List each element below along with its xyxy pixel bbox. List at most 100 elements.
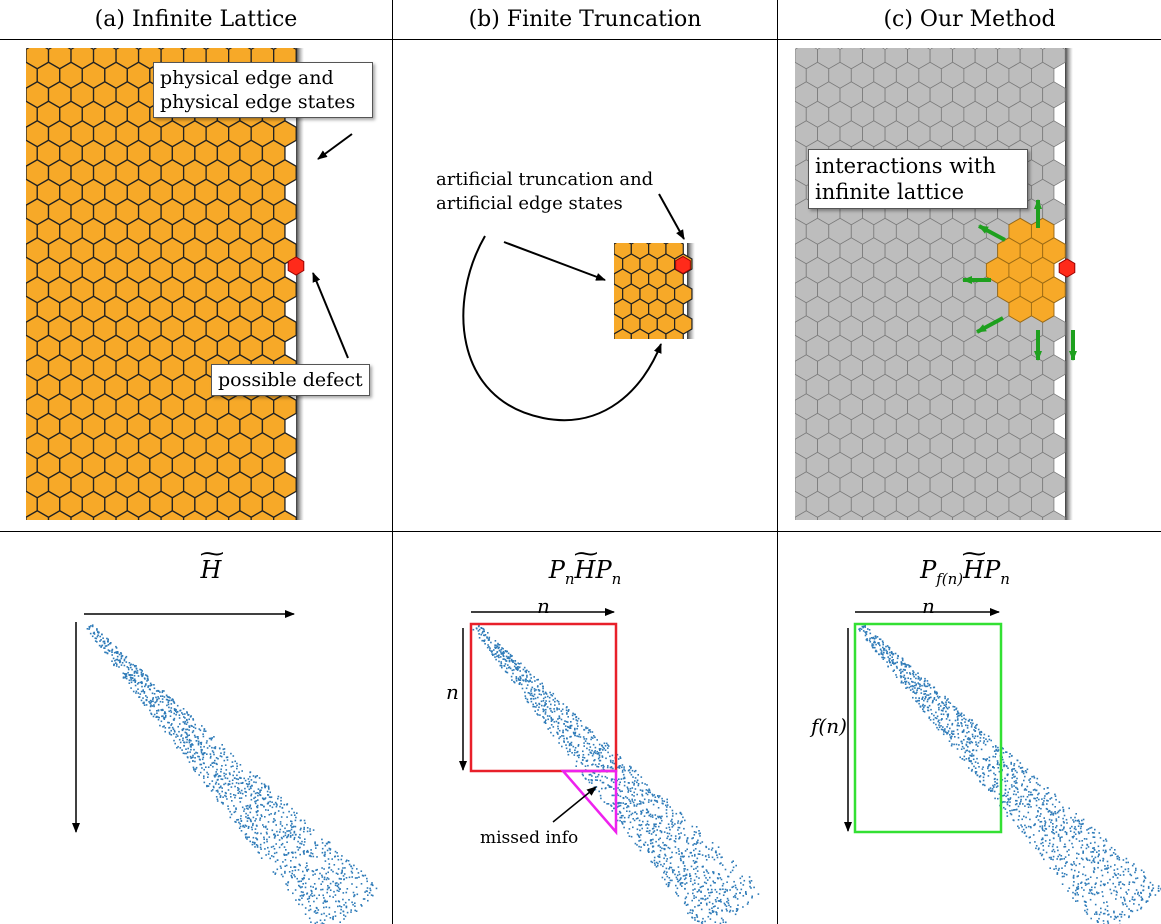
- matrix-entry-dot: [249, 771, 252, 773]
- matrix-entry-dot: [229, 810, 231, 813]
- matrix-entry-dot: [239, 777, 242, 779]
- matrix-entry-dot: [1106, 901, 1108, 903]
- matrix-entry-dot: [1006, 801, 1008, 804]
- matrix-entry-dot: [269, 857, 271, 860]
- matrix-entry-dot: [628, 782, 630, 784]
- matrix-entry-dot: [666, 804, 669, 806]
- matrix-entry-dot: [1118, 919, 1121, 922]
- matrix-entry-dot: [982, 766, 984, 768]
- matrix-entry-dot: [1084, 882, 1086, 884]
- matrix-entry-dot: [671, 815, 674, 817]
- matrix-entry-dot: [209, 753, 212, 755]
- matrix-entry-dot: [281, 837, 283, 840]
- matrix-entry-dot: [916, 700, 918, 703]
- matrix-entry-dot: [657, 807, 660, 809]
- matrix-entry-dot: [886, 652, 888, 654]
- matrix-entry-dot: [306, 827, 309, 829]
- matrix-entry-dot: [623, 816, 626, 819]
- matrix-entry-dot: [1085, 838, 1088, 840]
- matrix-entry-dot: [507, 664, 509, 666]
- matrix-entry-dot: [259, 791, 261, 793]
- matrix-entry-dot: [708, 908, 711, 911]
- matrix-entry-dot: [140, 673, 143, 676]
- matrix-entry-dot: [538, 690, 541, 692]
- matrix-entry-dot: [593, 772, 596, 775]
- matrix-entry-dot: [215, 781, 218, 784]
- matrix-entry-dot: [734, 884, 737, 887]
- matrix-entry-dot: [1035, 816, 1038, 818]
- matrix-entry-dot: [1065, 862, 1067, 865]
- matrix-entry-dot: [1010, 784, 1013, 786]
- matrix-entry-dot: [300, 880, 302, 882]
- matrix-entry-dot: [642, 820, 644, 823]
- matrix-entry-dot: [259, 843, 262, 846]
- matrix-entry-dot: [309, 854, 311, 857]
- matrix-entry-dot: [724, 868, 727, 871]
- matrix-entry-dot: [263, 838, 265, 840]
- matrix-entry-dot: [152, 715, 155, 718]
- matrix-entry-dot: [369, 889, 372, 892]
- matrix-entry-dot: [1061, 872, 1064, 874]
- matrix-entry-dot: [708, 901, 711, 904]
- matrix-entry-dot: [690, 865, 693, 868]
- matrix-entry-dot: [717, 846, 720, 848]
- matrix-entry-dot: [227, 784, 230, 786]
- matrix-entry-dot: [909, 689, 912, 691]
- matrix-entry-dot: [705, 845, 707, 848]
- matrix-entry-dot: [310, 885, 312, 888]
- matrix-entry-dot: [267, 809, 269, 811]
- matrix-entry-dot: [220, 778, 223, 780]
- matrix-entry-dot: [177, 735, 179, 737]
- matrix-entry-dot: [225, 773, 227, 775]
- matrix-entry-dot: [675, 812, 678, 815]
- matrix-entry-dot: [531, 681, 533, 683]
- matrix-entry-dot: [117, 659, 120, 662]
- matrix-entry-dot: [578, 754, 580, 756]
- matrix-entry-dot: [1007, 799, 1010, 801]
- matrix-entry-dot: [1015, 793, 1017, 796]
- matrix-entry-dot: [172, 733, 175, 735]
- matrix-entry-dot: [713, 881, 715, 884]
- matrix-entry-dot: [159, 724, 161, 727]
- matrix-entry-dot: [594, 746, 597, 749]
- matrix-entry-dot: [335, 872, 338, 875]
- matrix-entry-dot: [227, 789, 230, 791]
- matrix-entry-dot: [187, 747, 189, 750]
- matrix-entry-dot: [1135, 869, 1137, 872]
- matrix-entry-dot: [530, 700, 533, 703]
- matrix-entry-dot: [936, 726, 938, 729]
- matrix-entry-dot: [1104, 908, 1107, 911]
- matrix-entry-dot: [141, 670, 143, 672]
- matrix-entry-dot: [261, 786, 263, 789]
- matrix-entry-dot: [1064, 865, 1066, 867]
- matrix-entry-dot: [601, 755, 604, 757]
- matrix-entry-dot: [737, 904, 739, 906]
- interactions-callout-line1: interactions with: [815, 154, 996, 178]
- matrix-entry-dot: [1066, 850, 1068, 853]
- matrix-entry-dot: [326, 843, 328, 845]
- matrix-entry-dot: [554, 700, 556, 703]
- matrix-entry-dot: [1081, 886, 1083, 889]
- matrix-entry-dot: [351, 867, 354, 870]
- matrix-entry-dot: [739, 877, 742, 880]
- matrix-entry-dot: [647, 849, 650, 851]
- matrix-entry-dot: [567, 753, 570, 756]
- matrix-entry-dot: [240, 820, 243, 822]
- matrix-entry-dot: [1093, 867, 1096, 869]
- matrix-entry-dot: [671, 823, 673, 825]
- matrix-entry-dot: [128, 682, 131, 684]
- matrix-entry-dot: [940, 725, 942, 727]
- matrix-entry-dot: [1064, 856, 1067, 858]
- matrix-entry-dot: [295, 899, 297, 901]
- matrix-entry-dot: [1095, 882, 1097, 884]
- matrix-entry-dot: [245, 833, 248, 835]
- matrix-entry-dot: [677, 895, 680, 897]
- matrix-entry-dot: [142, 690, 144, 692]
- matrix-entry-dot: [647, 850, 649, 852]
- matrix-entry-dot: [1072, 897, 1074, 899]
- matrix-entry-dot: [241, 792, 244, 795]
- matrix-entry-dot: [1020, 824, 1022, 826]
- matrix-entry-dot: [1041, 798, 1043, 800]
- matrix-entry-dot: [1013, 768, 1016, 770]
- matrix-entry-dot: [650, 815, 652, 818]
